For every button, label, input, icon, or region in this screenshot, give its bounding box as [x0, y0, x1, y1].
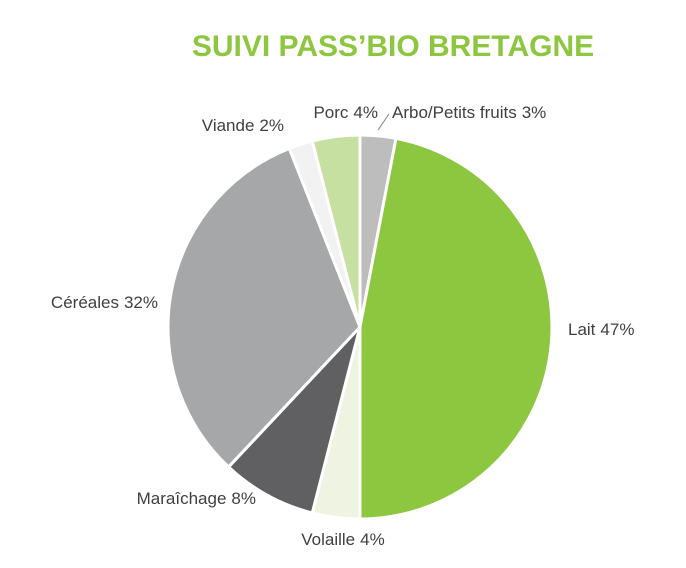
value-label: 8%	[231, 489, 256, 508]
data-label: Céréales 32%	[51, 293, 158, 312]
pie-slice	[226, 325, 362, 515]
category-label: Arbo/Petits fruits	[392, 103, 517, 122]
chart-title: SUIVI PASS’BIO BRETAGNE	[192, 30, 594, 63]
value-label: 4%	[360, 530, 385, 549]
value-label: 3%	[522, 103, 547, 122]
category-label: Viande	[202, 116, 255, 135]
pie-slice	[166, 146, 362, 470]
value-label: 2%	[259, 116, 284, 135]
data-label: Arbo/Petits fruits 3%	[392, 103, 546, 122]
category-label: Porc	[313, 103, 348, 122]
value-label: 4%	[353, 103, 378, 122]
pie-slice	[358, 136, 554, 521]
category-label: Lait	[568, 320, 596, 339]
data-label: Viande 2%	[202, 116, 284, 135]
value-label: 32%	[124, 293, 158, 312]
data-label: Maraîchage 8%	[137, 489, 256, 508]
data-label: Lait 47%	[568, 320, 634, 339]
category-label: Céréales	[51, 293, 119, 312]
category-label: Volaille	[301, 530, 355, 549]
data-label: Volaille 4%	[301, 530, 384, 549]
pie-slice	[310, 133, 362, 328]
leader-line	[377, 113, 390, 131]
category-label: Maraîchage	[137, 489, 227, 508]
data-label: Porc 4%	[313, 103, 378, 122]
value-label: 47%	[600, 320, 634, 339]
